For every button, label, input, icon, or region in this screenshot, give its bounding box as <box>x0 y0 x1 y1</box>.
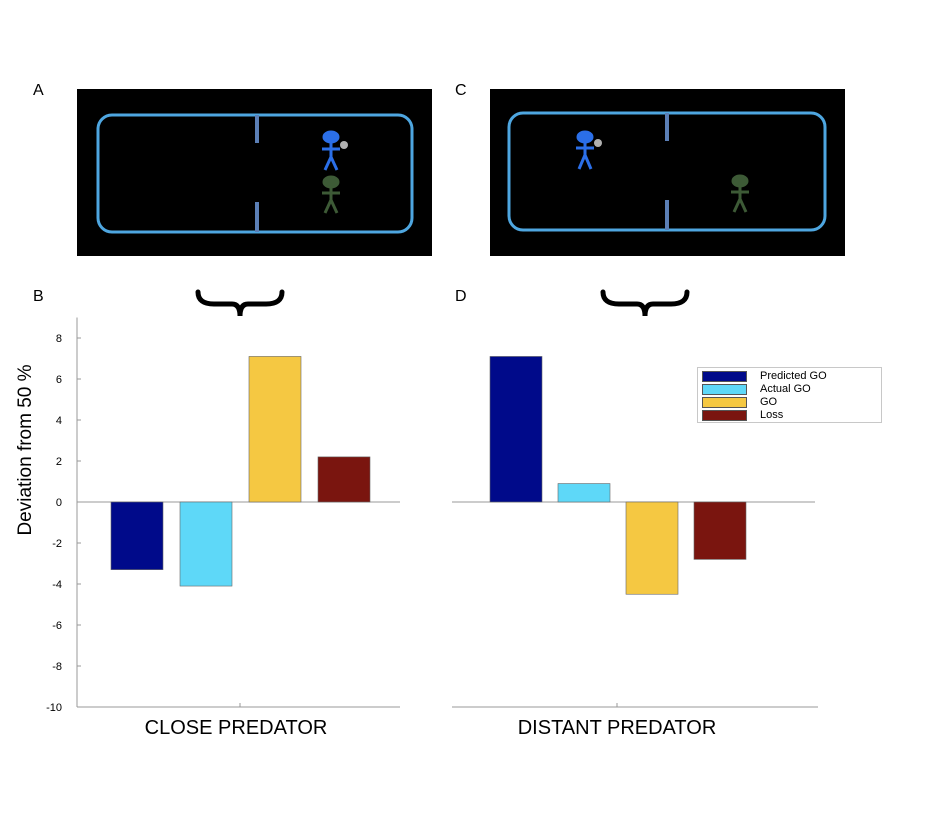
y-tick-label: -6 <box>52 620 62 632</box>
bar-loss <box>317 456 371 503</box>
legend-label: Loss <box>760 409 784 421</box>
player-icon <box>576 130 594 170</box>
legend-label: Actual GO <box>760 383 811 395</box>
y-tick-label: 4 <box>56 415 62 427</box>
ball-icon <box>340 141 348 149</box>
predator-icon <box>322 175 340 214</box>
bar-actual-go <box>179 501 233 587</box>
scene-distant-predator <box>490 89 845 256</box>
panel-label-d: D <box>455 288 467 305</box>
player-icon <box>322 130 340 171</box>
ball-icon <box>594 139 602 147</box>
legend-label: GO <box>760 396 778 408</box>
legend-swatch <box>702 371 747 382</box>
bar-go <box>248 356 302 503</box>
panel-label-b: B <box>33 288 44 305</box>
y-axis-label: Deviation from 50 % <box>15 364 36 536</box>
legend-item-actual-go: Actual GO <box>702 383 811 396</box>
legend-item-predicted-go: Predicted GO <box>702 370 827 383</box>
legend-swatch <box>702 397 747 408</box>
bar-actual-go <box>557 483 611 503</box>
legend-item-go: GO <box>702 396 777 409</box>
legend-swatch <box>702 384 747 395</box>
y-tick-label: 8 <box>56 333 62 345</box>
y-tick-label: -8 <box>52 661 62 673</box>
y-tick-label: 6 <box>56 374 62 386</box>
x-axis-label-distant: DISTANT PREDATOR <box>517 717 717 739</box>
scene-close-predator <box>77 89 432 256</box>
bar-predicted-go <box>489 356 543 503</box>
bar-loss <box>693 501 747 560</box>
predator-icon <box>731 174 749 213</box>
bar-go <box>625 501 679 595</box>
bar-predicted-go <box>110 501 164 570</box>
legend-item-loss: Loss <box>702 409 783 422</box>
legend-swatch <box>702 410 747 421</box>
y-tick-label: -10 <box>46 702 62 714</box>
y-tick-label: 2 <box>56 456 62 468</box>
y-tick-label: -4 <box>52 579 62 591</box>
y-tick-label: -2 <box>52 538 62 550</box>
y-tick-label: 0 <box>56 497 62 509</box>
brace-right <box>600 289 690 317</box>
panel-label-a: A <box>33 82 44 99</box>
brace-left <box>195 289 285 317</box>
legend: Predicted GO Actual GO GO Loss <box>697 367 882 423</box>
panel-label-c: C <box>455 82 467 99</box>
legend-label: Predicted GO <box>760 370 827 382</box>
x-axis-label-close: CLOSE PREDATOR <box>144 717 328 739</box>
